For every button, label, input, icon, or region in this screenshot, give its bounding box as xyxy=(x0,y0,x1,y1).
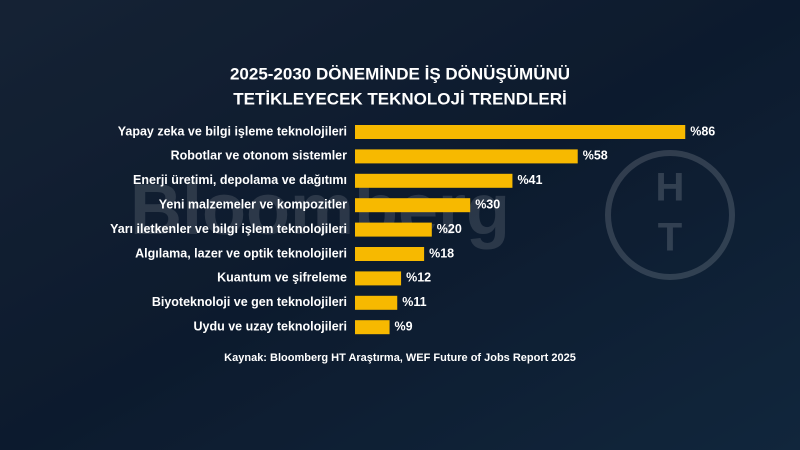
value-label: %12 xyxy=(406,271,431,285)
bar xyxy=(355,222,432,237)
category-label: Yarı iletkenler ve bilgi işlem teknoloji… xyxy=(110,222,347,236)
bar xyxy=(355,173,513,188)
value-label: %30 xyxy=(475,197,500,211)
value-label: %86 xyxy=(690,124,715,138)
category-label: Yapay zeka ve bilgi işleme teknolojileri xyxy=(118,124,347,138)
logo-ring xyxy=(605,150,735,280)
category-label: Algılama, lazer ve optik teknolojileri xyxy=(135,246,347,260)
bar xyxy=(355,125,686,139)
value-label: %41 xyxy=(517,173,542,187)
category-label: Uydu ve uzay teknolojileri xyxy=(193,319,347,333)
value-label: %18 xyxy=(429,246,454,260)
category-label: Robotlar ve otonom sistemler xyxy=(171,149,348,163)
bar xyxy=(355,271,402,286)
logo-letter: T xyxy=(658,216,682,260)
chart-title: 2025-2030 DÖNEMİNDE İŞ DÖNÜŞÜMÜNÜ xyxy=(230,64,570,83)
bar xyxy=(355,198,471,213)
logo-letter: H xyxy=(656,166,685,210)
category-label: Enerji üretimi, depolama ve dağıtımı xyxy=(133,173,347,187)
bar xyxy=(355,247,425,261)
source: Kaynak: Bloomberg HT Araştırma, WEF Futu… xyxy=(224,352,576,364)
value-label: %11 xyxy=(402,295,426,309)
value-label: %20 xyxy=(437,222,462,236)
value-label: %9 xyxy=(395,319,413,333)
category-label: Biyoteknoloji ve gen teknolojileri xyxy=(152,295,347,309)
category-label: Kuantum ve şifreleme xyxy=(217,271,347,285)
bar xyxy=(355,149,578,164)
category-label: Yeni malzemeler ve kompozitler xyxy=(159,197,347,211)
bar xyxy=(355,320,390,335)
value-label: %58 xyxy=(583,149,608,163)
bar xyxy=(355,295,398,310)
chart-title: TETİKLEYECEK TEKNOLOJİ TRENDLERİ xyxy=(233,89,566,108)
